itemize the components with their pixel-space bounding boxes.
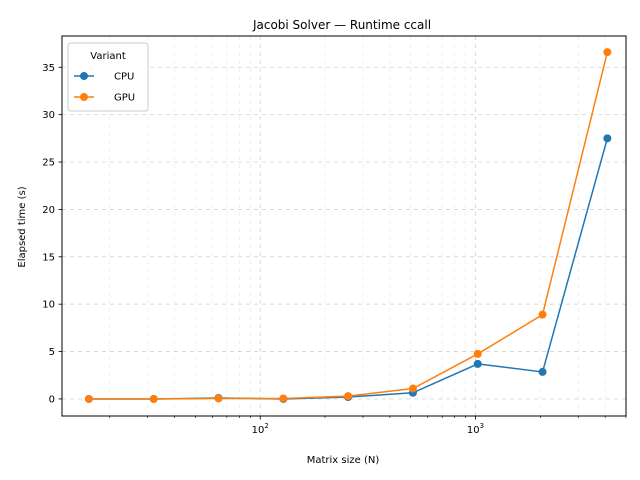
- ticks: 102 103 0 5 10 15 20 25 30 35: [42, 63, 627, 436]
- y-tick-label: 20: [42, 205, 55, 216]
- data-point-gpu: [603, 48, 612, 57]
- legend-swatch-marker-gpu: [80, 93, 88, 101]
- legend-swatch-marker-cpu: [80, 72, 88, 80]
- x-axis-label: Matrix size (N): [307, 455, 380, 466]
- legend-title: Variant: [90, 51, 126, 62]
- x-tick-label: 102: [252, 422, 269, 436]
- y-tick-label: 5: [49, 347, 55, 358]
- data-point-cpu: [473, 359, 482, 368]
- legend: Variant CPU GPU: [67, 42, 149, 112]
- data-point-gpu: [214, 394, 223, 403]
- data-point-gpu: [149, 394, 158, 403]
- data-point-gpu: [538, 310, 547, 319]
- x-tick-label: 103: [467, 422, 484, 436]
- legend-label-gpu: GPU: [114, 93, 135, 104]
- y-tick-label: 10: [42, 300, 55, 311]
- data-point-gpu: [279, 394, 288, 403]
- legend-box: [67, 42, 149, 112]
- y-tick-label: 25: [42, 158, 55, 169]
- data-point-cpu: [603, 134, 612, 143]
- y-tick-label: 30: [42, 110, 55, 121]
- y-tick-label: 35: [42, 63, 55, 74]
- chart-title: Jacobi Solver — Runtime ccall: [252, 18, 431, 32]
- legend-label-cpu: CPU: [114, 72, 134, 83]
- y-axis-label: Elapsed time (s): [17, 186, 28, 267]
- data-point-gpu: [344, 392, 353, 401]
- y-tick-label: 0: [49, 394, 55, 405]
- y-tick-label: 15: [42, 252, 55, 263]
- data-point-gpu: [408, 384, 417, 393]
- data-point-gpu: [84, 394, 93, 403]
- grid: [62, 36, 627, 416]
- series-layer: [84, 48, 612, 403]
- plot-frame: [61, 35, 627, 417]
- data-point-gpu: [473, 349, 482, 358]
- data-point-cpu: [538, 367, 547, 376]
